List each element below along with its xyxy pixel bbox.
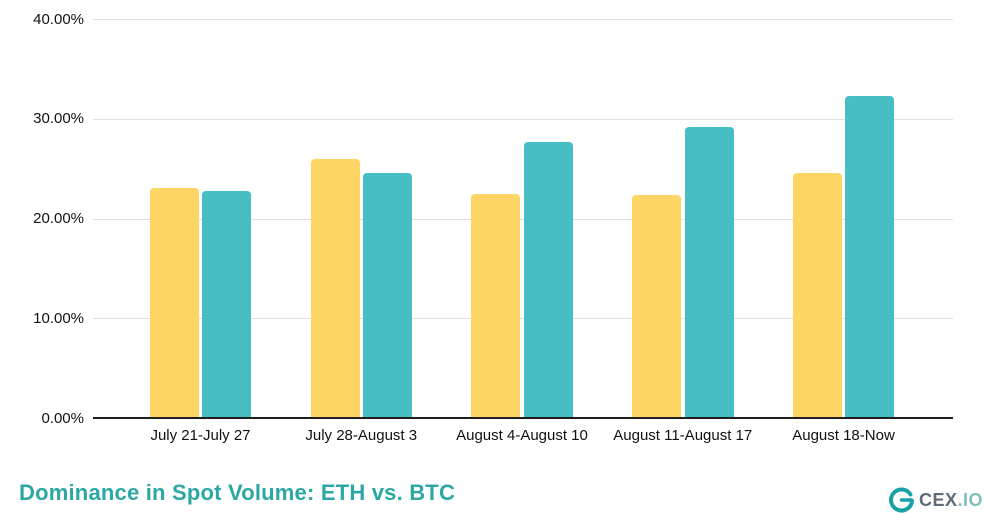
cexio-logo: CEX.IO: [888, 487, 983, 513]
bar-yellow: [310, 158, 360, 418]
y-tick-label: 0.00%: [41, 409, 84, 427]
y-tick-label: 20.00%: [33, 210, 84, 227]
bar-teal: [202, 190, 252, 418]
bar-yellow: [471, 193, 521, 418]
bar-teal: [363, 172, 412, 418]
bar-teal: [684, 126, 734, 418]
y-tick-label: 10.00%: [33, 309, 84, 327]
bar-teal: [845, 95, 895, 418]
bar-yellow: [632, 194, 681, 418]
x-axis-line: [93, 417, 953, 419]
x-category-label: August 4-August 10: [456, 427, 588, 444]
cexio-swirl-icon: [889, 487, 914, 513]
x-category-label: July 28-August 3: [305, 427, 418, 444]
gridline: [93, 219, 953, 220]
bar-yellow: [149, 187, 199, 418]
y-tick-label: 30.00%: [33, 110, 84, 128]
bar-yellow: [792, 172, 842, 418]
bar-teal: [523, 141, 573, 418]
x-category-label: August 18-Now: [792, 427, 895, 444]
gridline: [93, 119, 953, 120]
gridline: [93, 318, 953, 319]
x-category-label: August 11-August 17: [613, 427, 753, 444]
x-category-label: July 21-July 27: [150, 427, 251, 444]
gridline: [93, 19, 953, 20]
chart-title: Dominance in Spot Volume: ETH vs. BTC: [19, 480, 456, 505]
plot-area: 40.00% 30.00% 20.00% 10.00% 0.00% July 21-Jul…: [33, 10, 953, 444]
y-tick-label: 40.00%: [33, 10, 84, 28]
